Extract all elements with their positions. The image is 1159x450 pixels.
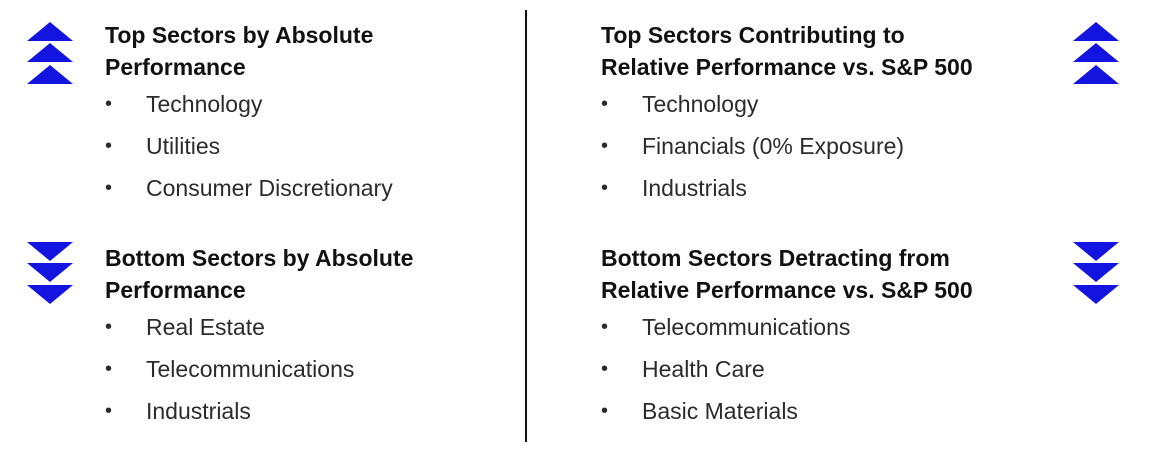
bullet-icon: • [601, 400, 609, 422]
list-item: • Telecommunications [601, 306, 973, 348]
list-item-label: Technology [146, 91, 263, 117]
bullet-icon: • [105, 316, 113, 338]
list-item-label: Real Estate [146, 314, 265, 340]
sector-list: • Real Estate • Telecommunications • Indust… [105, 306, 413, 432]
list-item: • Utilities [105, 125, 393, 167]
bullet-icon: • [105, 358, 113, 380]
top-relative-section: Top Sectors Contributing to Relative Per… [601, 19, 973, 209]
triple-chevron-down-icon [27, 242, 73, 306]
sector-list: • Technology • Financials (0% Exposure) • I… [601, 83, 973, 209]
section-title-line: Top Sectors by Absolute [105, 22, 374, 48]
section-title-line: Relative Performance vs. S&P 500 [601, 277, 973, 303]
bullet-icon: • [601, 358, 609, 380]
sector-list: • Telecommunications • Health Care • Basic … [601, 306, 973, 432]
top-absolute-section: Top Sectors by Absolute Performance • Tec… [105, 19, 393, 209]
list-item-label: Telecommunications [146, 356, 355, 382]
bullet-icon: • [601, 93, 609, 115]
column-divider [525, 10, 527, 442]
bullet-icon: • [105, 400, 113, 422]
section-title: Bottom Sectors Detracting from Relative … [601, 242, 973, 306]
sector-list: • Technology • Utilities • Consumer Discret… [105, 83, 393, 209]
list-item: • Technology [105, 83, 393, 125]
section-title: Top Sectors by Absolute Performance [105, 19, 393, 83]
list-item: • Technology [601, 83, 973, 125]
list-item-label: Technology [642, 91, 759, 117]
list-item-label: Industrials [642, 175, 747, 201]
triple-chevron-up-icon [1073, 22, 1119, 86]
section-title-line: Top Sectors Contributing to [601, 22, 905, 48]
section-title-line: Bottom Sectors Detracting from [601, 245, 950, 271]
section-title-line: Performance [105, 54, 246, 80]
bullet-icon: • [601, 135, 609, 157]
list-item-label: Financials (0% Exposure) [642, 133, 905, 159]
bullet-icon: • [105, 135, 113, 157]
list-item: • Telecommunications [105, 348, 413, 390]
triple-chevron-up-icon [27, 22, 73, 86]
list-item-label: Utilities [146, 133, 221, 159]
section-title-line: Bottom Sectors by Absolute [105, 245, 414, 271]
list-item-label: Industrials [146, 398, 251, 424]
bottom-absolute-section: Bottom Sectors by Absolute Performance •… [105, 242, 413, 432]
bullet-icon: • [105, 93, 113, 115]
bottom-relative-section: Bottom Sectors Detracting from Relative … [601, 242, 973, 432]
triple-chevron-down-icon [1073, 242, 1119, 306]
bullet-icon: • [601, 316, 609, 338]
list-item: • Industrials [601, 167, 973, 209]
section-title: Bottom Sectors by Absolute Performance [105, 242, 413, 306]
list-item-label: Consumer Discretionary [146, 175, 393, 201]
bullet-icon: • [601, 177, 609, 199]
list-item: • Health Care [601, 348, 973, 390]
list-item-label: Basic Materials [642, 398, 798, 424]
section-title-line: Relative Performance vs. S&P 500 [601, 54, 973, 80]
list-item: • Financials (0% Exposure) [601, 125, 973, 167]
section-title-line: Performance [105, 277, 246, 303]
list-item: • Industrials [105, 390, 413, 432]
section-title: Top Sectors Contributing to Relative Per… [601, 19, 973, 83]
list-item: • Basic Materials [601, 390, 973, 432]
bullet-icon: • [105, 177, 113, 199]
list-item-label: Telecommunications [642, 314, 851, 340]
list-item: • Real Estate [105, 306, 413, 348]
list-item: • Consumer Discretionary [105, 167, 393, 209]
list-item-label: Health Care [642, 356, 765, 382]
